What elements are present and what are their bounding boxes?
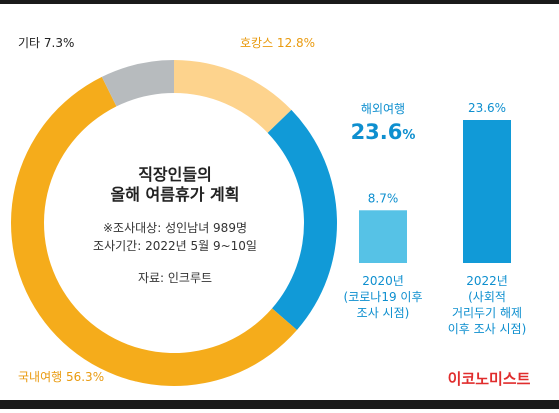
donut-chart <box>10 60 337 387</box>
slice-label-domestic: 국내여행 56.3% <box>18 369 104 384</box>
bar-category-label: (사회적 <box>468 290 506 304</box>
bar-category-label: 2020년 <box>362 274 404 288</box>
callout-value: 23.6% <box>351 120 416 144</box>
bar-category-label: (코로나19 이후 <box>344 290 423 304</box>
slice-label-hocance: 호캉스 12.8% <box>240 36 315 50</box>
callout-overseas: 해외여행 23.6% <box>351 101 416 144</box>
callout-number: 23.6 <box>351 120 403 144</box>
slice-label-etc: 기타 7.3% <box>18 36 74 50</box>
bar-category-label: 거리두기 해제 <box>452 306 522 320</box>
donut-slice <box>101 60 174 107</box>
survey-period-note: 조사기간: 2022년 5월 9~10일 <box>93 239 257 253</box>
bar <box>359 210 407 263</box>
callout-label: 해외여행 <box>361 101 405 116</box>
chart-title-line-2: 올해 여름휴가 계획 <box>111 185 240 204</box>
slice-labels: 기타 7.3% 호캉스 12.8% 국내여행 56.3% <box>18 36 315 384</box>
bar-category-label: 조사 시점) <box>357 306 410 320</box>
bar <box>463 120 511 263</box>
bar-category-label: 2022년 <box>466 274 508 288</box>
survey-target-note: ※조사대상: 성인남녀 989명 <box>103 221 247 235</box>
donut-slice <box>267 109 337 331</box>
donut-slice <box>10 76 297 387</box>
bar-category-label: 이후 조사 시점) <box>448 322 527 336</box>
chart-title-line-1: 직장인들의 <box>138 165 212 184</box>
callout-unit: % <box>402 128 415 143</box>
bar-value-label: 8.7% <box>368 191 399 205</box>
bar-value-label: 23.6% <box>468 101 506 115</box>
donut-slice <box>174 60 292 133</box>
brand-logo: 이코노미스트 <box>448 370 531 388</box>
donut-center-text: 직장인들의 올해 여름휴가 계획 ※조사대상: 성인남녀 989명 조사기간: … <box>93 165 257 285</box>
source-note: 자료: 인크루트 <box>138 271 212 285</box>
